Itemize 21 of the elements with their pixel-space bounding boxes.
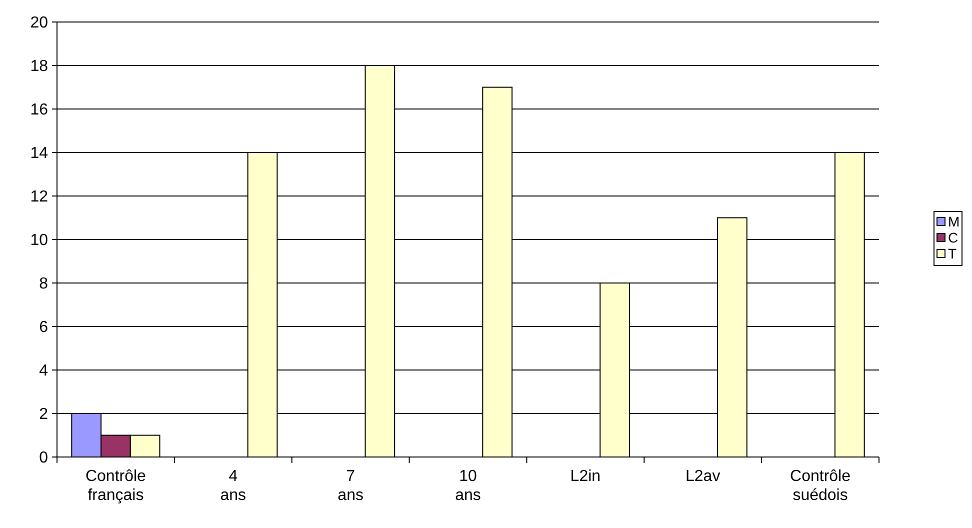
legend-label: C [948,229,958,246]
y-tick-label: 4 [39,362,48,380]
y-tick-label: 14 [30,145,48,162]
y-tick-label: 20 [30,14,48,32]
legend-label: T [948,245,957,262]
x-tick-label: L2av [686,468,720,485]
x-tick-label: Contrôle français [85,468,146,504]
y-tick-label: 18 [30,58,48,76]
y-tick-label: 2 [39,406,48,424]
y-tick-label: 6 [39,319,48,336]
x-tick-label: 10 ans [455,468,481,504]
x-tick-label: L2in [570,468,601,485]
x-tick-label: Contrôle suédois [790,468,851,504]
y-tick-label: 16 [30,102,48,119]
x-tick-label: 7 ans [338,468,364,504]
y-tick-label: 12 [30,188,48,206]
x-tick-label: 4 ans [220,468,246,504]
y-tick-label: 8 [39,276,48,293]
legend-label: M [948,213,960,230]
y-tick-label: 10 [30,232,48,250]
y-tick-label: 0 [39,450,48,467]
